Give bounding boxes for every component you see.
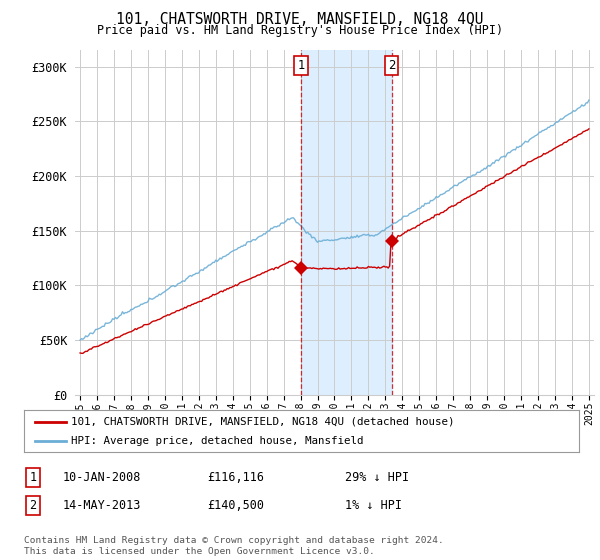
Text: 2: 2 [29, 498, 37, 512]
Text: 1: 1 [298, 59, 305, 72]
Text: 101, CHATSWORTH DRIVE, MANSFIELD, NG18 4QU: 101, CHATSWORTH DRIVE, MANSFIELD, NG18 4… [116, 12, 484, 27]
Text: HPI: Average price, detached house, Mansfield: HPI: Average price, detached house, Mans… [71, 436, 364, 446]
Text: 1: 1 [29, 470, 37, 484]
Text: 10-JAN-2008: 10-JAN-2008 [63, 470, 142, 484]
Text: 29% ↓ HPI: 29% ↓ HPI [345, 470, 409, 484]
Text: 2: 2 [388, 59, 395, 72]
Text: £116,116: £116,116 [207, 470, 264, 484]
Text: Contains HM Land Registry data © Crown copyright and database right 2024.
This d: Contains HM Land Registry data © Crown c… [24, 536, 444, 556]
Text: 101, CHATSWORTH DRIVE, MANSFIELD, NG18 4QU (detached house): 101, CHATSWORTH DRIVE, MANSFIELD, NG18 4… [71, 417, 455, 427]
Text: 14-MAY-2013: 14-MAY-2013 [63, 498, 142, 512]
Bar [301, 50, 392, 395]
Text: Price paid vs. HM Land Registry's House Price Index (HPI): Price paid vs. HM Land Registry's House … [97, 24, 503, 36]
Text: £140,500: £140,500 [207, 498, 264, 512]
Text: 1% ↓ HPI: 1% ↓ HPI [345, 498, 402, 512]
